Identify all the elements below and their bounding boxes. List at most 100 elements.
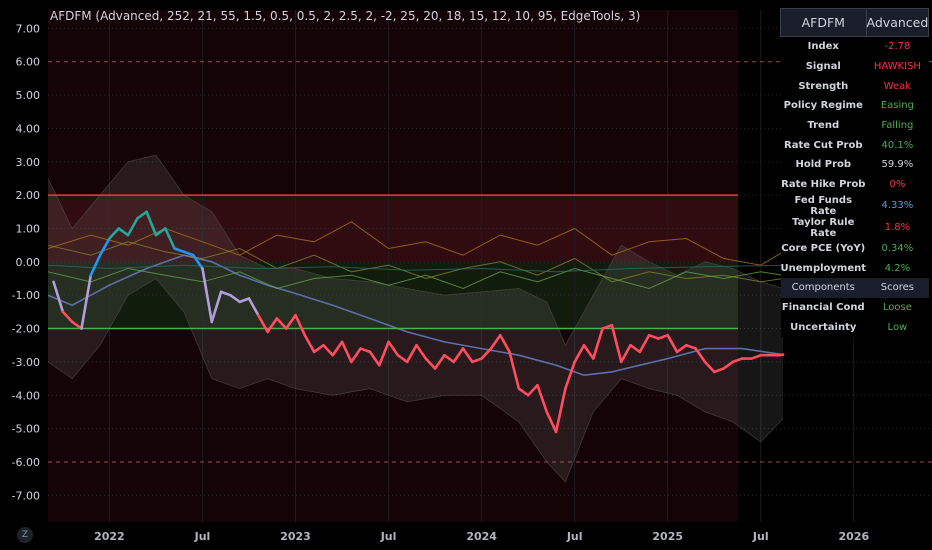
y-axis: 7.00 6.00 5.00 4.00 3.00 2.00 1.00 0.00 -1.00 -2.… — [12, 22, 40, 502]
index-segment-11 — [154, 227, 167, 237]
index-segment-70 — [703, 360, 716, 374]
component-lines — [47, 221, 784, 377]
x-tick-0: 2022 — [94, 530, 125, 543]
orange-line — [47, 221, 784, 266]
index-segment-1 — [61, 310, 74, 324]
panel-row-trend-label: Trend — [780, 115, 867, 136]
index-segment-40 — [424, 357, 437, 370]
index-segment-47 — [489, 333, 502, 350]
index-segment-66 — [666, 333, 679, 354]
index-segment-5 — [98, 237, 111, 257]
index-segment-44 — [461, 347, 474, 364]
panel-row-rate-hike-prob-value: 0% — [866, 174, 929, 195]
panel-row-policy-regime-value: Easing — [866, 96, 929, 116]
y-tick-6: 1.00 — [16, 222, 41, 235]
index-segment-4 — [89, 253, 102, 277]
panel-components-header-label: Components — [780, 277, 867, 298]
panel-row-uncertainty: Uncertainty Low — [780, 317, 929, 337]
index-segment-63 — [638, 333, 651, 354]
panel-row-uncertainty-value: Low — [866, 317, 929, 337]
index-segment-67 — [675, 343, 688, 354]
index-segment-34 — [368, 350, 381, 367]
panel-components-header-value: Scores — [866, 277, 929, 298]
index-segment-24 — [275, 317, 288, 330]
panel-row-strength: Strength Weak — [780, 76, 929, 97]
olive-line — [47, 241, 784, 283]
index-segment-6 — [108, 227, 121, 240]
panel-row-index: Index -2.78 — [780, 36, 929, 57]
status-panel: AFDFM Advanced Index -2.78 Signal HAWKISH Stre… — [780, 8, 930, 337]
index-segment-25 — [284, 313, 297, 330]
y-tick-11: -4.00 — [12, 389, 40, 402]
y-tick-1: 6.00 — [16, 56, 41, 69]
panel-row-rate-hike-prob: Rate Hike Prob 0% — [780, 174, 929, 195]
index-segment-3 — [80, 273, 93, 330]
index-segment-78 — [778, 353, 785, 357]
x-tick-8: 2026 — [839, 530, 870, 543]
index-segment-57 — [582, 343, 595, 360]
panel-row-policy-regime-label: Policy Regime — [780, 96, 867, 116]
index-segment-19 — [229, 293, 241, 304]
index-segment-43 — [452, 347, 465, 364]
x-tick-7: Jul — [752, 530, 769, 543]
index-segment-15 — [191, 253, 204, 270]
index-segment-26 — [294, 313, 307, 337]
index-segment-60 — [610, 323, 623, 364]
panel-row-rate-hike-prob-label: Rate Hike Prob — [780, 174, 867, 195]
index-segment-48 — [498, 333, 511, 354]
index-segment-68 — [685, 343, 697, 350]
index-segment-71 — [712, 367, 725, 374]
panel-row-rate-cut-prob-label: Rate Cut Prob — [780, 135, 867, 156]
panel-row-hold-prob-label: Hold Prob — [780, 155, 867, 175]
band-fill — [48, 155, 784, 482]
index-segment-58 — [591, 327, 604, 360]
index-segment-36 — [387, 340, 400, 357]
index-line — [52, 210, 785, 434]
y-tick-14: -7.00 — [12, 489, 40, 502]
panel-row-strength-label: Strength — [780, 76, 867, 97]
y-tick-10: -3.00 — [12, 356, 40, 369]
index-segment-13 — [173, 247, 186, 254]
y-tick-8: -1.00 — [12, 289, 40, 302]
index-segment-29 — [322, 343, 335, 357]
y-tick-2: 5.00 — [16, 89, 41, 102]
y-tick-0: 7.00 — [16, 22, 41, 35]
index-segment-30 — [331, 340, 344, 357]
index-segment-41 — [433, 353, 446, 370]
panel-row-fed-funds-rate-label: Fed Funds Rate — [780, 194, 867, 217]
index-segment-10 — [145, 210, 158, 237]
index-segment-39 — [415, 343, 428, 360]
panel-header: AFDFM Advanced — [780, 8, 930, 37]
panel-row-unemployment-label: Unemployment — [780, 258, 867, 278]
panel-row-financial-cond-value: Loose — [866, 297, 929, 318]
index-segment-72 — [722, 360, 735, 370]
index-segment-62 — [629, 343, 642, 354]
index-segment-46 — [480, 347, 493, 360]
index-segment-28 — [312, 343, 325, 354]
index-segment-18 — [219, 290, 232, 297]
y-tick-4: 3.00 — [16, 156, 41, 169]
panel-row-taylor-rule-rate-value: 1.8% — [866, 216, 929, 239]
index-segment-23 — [266, 317, 279, 334]
panel-row-financial-cond: Financial Cond Loose — [780, 297, 929, 318]
panel-row-fed-funds-rate-value: 4.33% — [866, 194, 929, 217]
index-segment-75 — [750, 353, 763, 360]
reset-zoom-button[interactable]: Z — [17, 527, 33, 543]
band-lower-edge — [47, 277, 784, 483]
index-segment-59 — [601, 323, 614, 330]
panel-row-trend-value: Falling — [866, 115, 929, 136]
index-segment-69 — [694, 347, 707, 364]
teal-line — [47, 264, 784, 273]
index-segment-27 — [303, 333, 316, 354]
y-tick-7: 0.00 — [16, 256, 41, 269]
confidence-band — [47, 154, 784, 483]
panel-components-header: Components Scores — [780, 277, 929, 298]
panel-row-strength-value: Weak — [866, 76, 929, 97]
panel-row-core-pce-yoy--value: 0.34% — [866, 238, 929, 259]
panel-row-rate-cut-prob: Rate Cut Prob 40.1% — [780, 135, 929, 156]
panel-row-hold-prob: Hold Prob 59.9% — [780, 155, 929, 175]
y-tick-3: 4.00 — [16, 122, 41, 135]
index-segment-64 — [647, 333, 660, 340]
y-tick-5: 2.00 — [16, 189, 41, 202]
